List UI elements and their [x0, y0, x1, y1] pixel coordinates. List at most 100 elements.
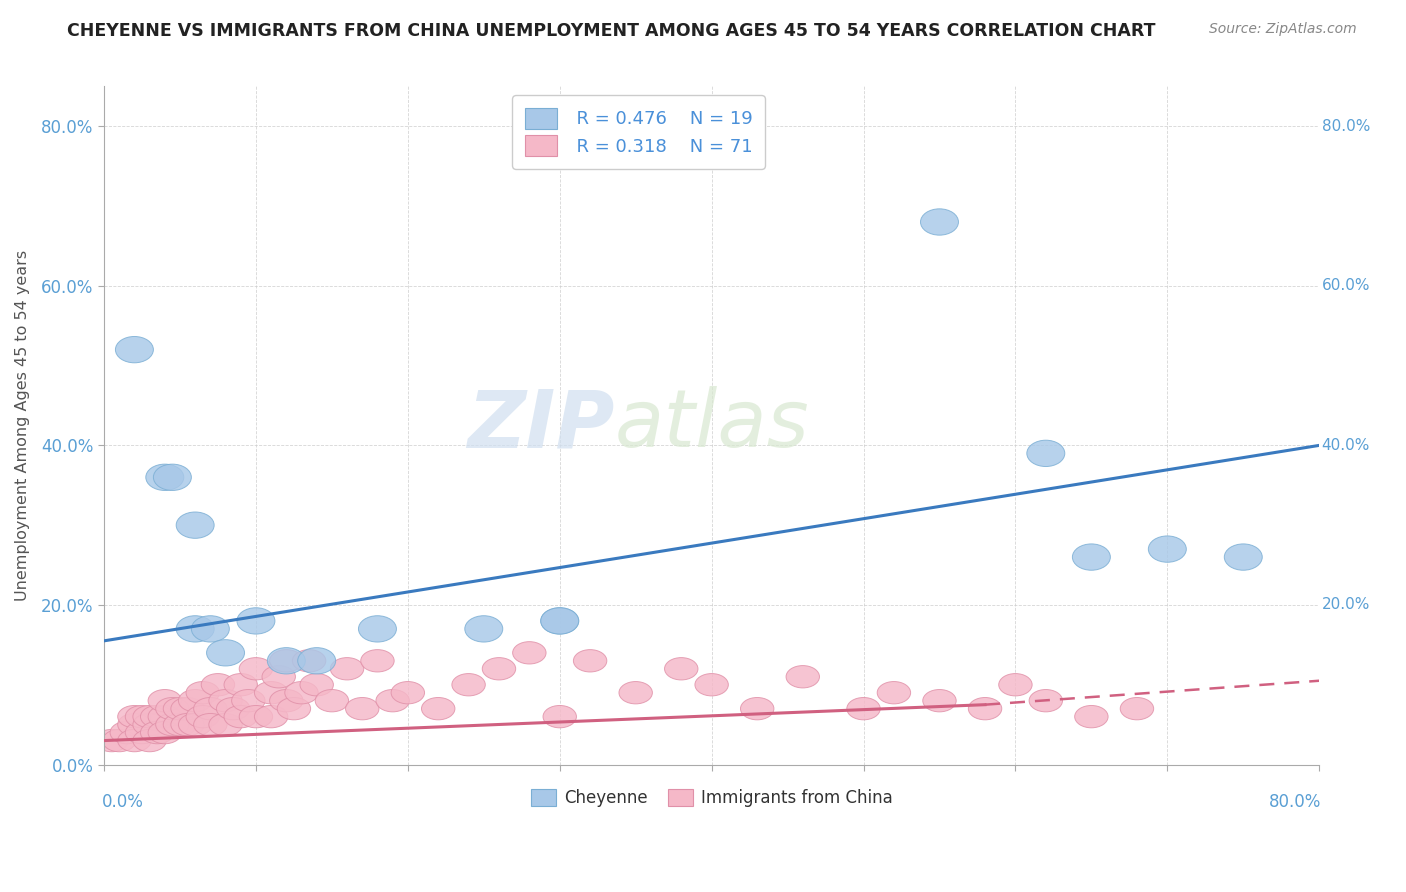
Ellipse shape [118, 706, 150, 728]
Ellipse shape [207, 640, 245, 666]
Ellipse shape [786, 665, 820, 688]
Ellipse shape [1026, 440, 1064, 467]
Ellipse shape [541, 607, 579, 634]
Ellipse shape [118, 730, 150, 752]
Text: CHEYENNE VS IMMIGRANTS FROM CHINA UNEMPLOYMENT AMONG AGES 45 TO 54 YEARS CORRELA: CHEYENNE VS IMMIGRANTS FROM CHINA UNEMPL… [67, 22, 1156, 40]
Ellipse shape [391, 681, 425, 704]
Ellipse shape [125, 706, 159, 728]
Ellipse shape [209, 690, 242, 712]
Text: 80.0%: 80.0% [1322, 119, 1369, 134]
Ellipse shape [224, 706, 257, 728]
Ellipse shape [1225, 544, 1263, 570]
Ellipse shape [270, 690, 304, 712]
Ellipse shape [186, 706, 219, 728]
Ellipse shape [148, 690, 181, 712]
Ellipse shape [217, 698, 250, 720]
Ellipse shape [96, 730, 128, 752]
Ellipse shape [239, 706, 273, 728]
Ellipse shape [110, 722, 143, 744]
Ellipse shape [513, 641, 546, 664]
Ellipse shape [270, 649, 304, 672]
Ellipse shape [1149, 536, 1187, 562]
Ellipse shape [194, 698, 226, 720]
Ellipse shape [330, 657, 364, 680]
Ellipse shape [285, 681, 318, 704]
Ellipse shape [176, 615, 214, 642]
Ellipse shape [153, 464, 191, 491]
Ellipse shape [134, 730, 166, 752]
Ellipse shape [148, 706, 181, 728]
Ellipse shape [134, 706, 166, 728]
Ellipse shape [315, 690, 349, 712]
Ellipse shape [103, 730, 136, 752]
Ellipse shape [115, 336, 153, 363]
Ellipse shape [186, 681, 219, 704]
Ellipse shape [262, 665, 295, 688]
Ellipse shape [998, 673, 1032, 696]
Legend: Cheyenne, Immigrants from China: Cheyenne, Immigrants from China [524, 782, 900, 814]
Ellipse shape [1121, 698, 1154, 720]
Ellipse shape [543, 706, 576, 728]
Ellipse shape [179, 714, 212, 736]
Ellipse shape [359, 615, 396, 642]
Ellipse shape [1074, 706, 1108, 728]
Ellipse shape [163, 714, 197, 736]
Ellipse shape [163, 698, 197, 720]
Text: atlas: atlas [614, 386, 810, 465]
Ellipse shape [134, 714, 166, 736]
Ellipse shape [1073, 544, 1111, 570]
Ellipse shape [695, 673, 728, 696]
Ellipse shape [846, 698, 880, 720]
Ellipse shape [209, 714, 242, 736]
Ellipse shape [201, 673, 235, 696]
Ellipse shape [176, 512, 214, 539]
Ellipse shape [141, 706, 174, 728]
Ellipse shape [156, 714, 188, 736]
Ellipse shape [361, 649, 394, 672]
Ellipse shape [541, 607, 579, 634]
Text: 20.0%: 20.0% [1322, 598, 1369, 613]
Ellipse shape [179, 690, 212, 712]
Ellipse shape [191, 615, 229, 642]
Ellipse shape [346, 698, 380, 720]
Ellipse shape [239, 657, 273, 680]
Ellipse shape [877, 681, 911, 704]
Ellipse shape [125, 722, 159, 744]
Ellipse shape [277, 698, 311, 720]
Ellipse shape [156, 698, 188, 720]
Text: 0.0%: 0.0% [101, 793, 143, 811]
Ellipse shape [232, 690, 266, 712]
Ellipse shape [1029, 690, 1063, 712]
Ellipse shape [482, 657, 516, 680]
Ellipse shape [224, 673, 257, 696]
Ellipse shape [619, 681, 652, 704]
Ellipse shape [254, 706, 288, 728]
Text: ZIP: ZIP [467, 386, 614, 465]
Ellipse shape [172, 698, 204, 720]
Ellipse shape [969, 698, 1001, 720]
Ellipse shape [148, 722, 181, 744]
Ellipse shape [299, 673, 333, 696]
Ellipse shape [465, 615, 503, 642]
Y-axis label: Unemployment Among Ages 45 to 54 years: Unemployment Among Ages 45 to 54 years [15, 250, 30, 601]
Ellipse shape [267, 648, 305, 674]
Ellipse shape [298, 648, 336, 674]
Ellipse shape [254, 681, 288, 704]
Ellipse shape [422, 698, 456, 720]
Ellipse shape [118, 714, 150, 736]
Ellipse shape [665, 657, 697, 680]
Text: 80.0%: 80.0% [1270, 793, 1322, 811]
Ellipse shape [292, 649, 326, 672]
Ellipse shape [921, 209, 959, 235]
Ellipse shape [922, 690, 956, 712]
Ellipse shape [741, 698, 773, 720]
Ellipse shape [146, 464, 184, 491]
Text: Source: ZipAtlas.com: Source: ZipAtlas.com [1209, 22, 1357, 37]
Ellipse shape [194, 714, 226, 736]
Ellipse shape [375, 690, 409, 712]
Ellipse shape [574, 649, 607, 672]
Ellipse shape [451, 673, 485, 696]
Ellipse shape [172, 714, 204, 736]
Ellipse shape [238, 607, 276, 634]
Text: 40.0%: 40.0% [1322, 438, 1369, 453]
